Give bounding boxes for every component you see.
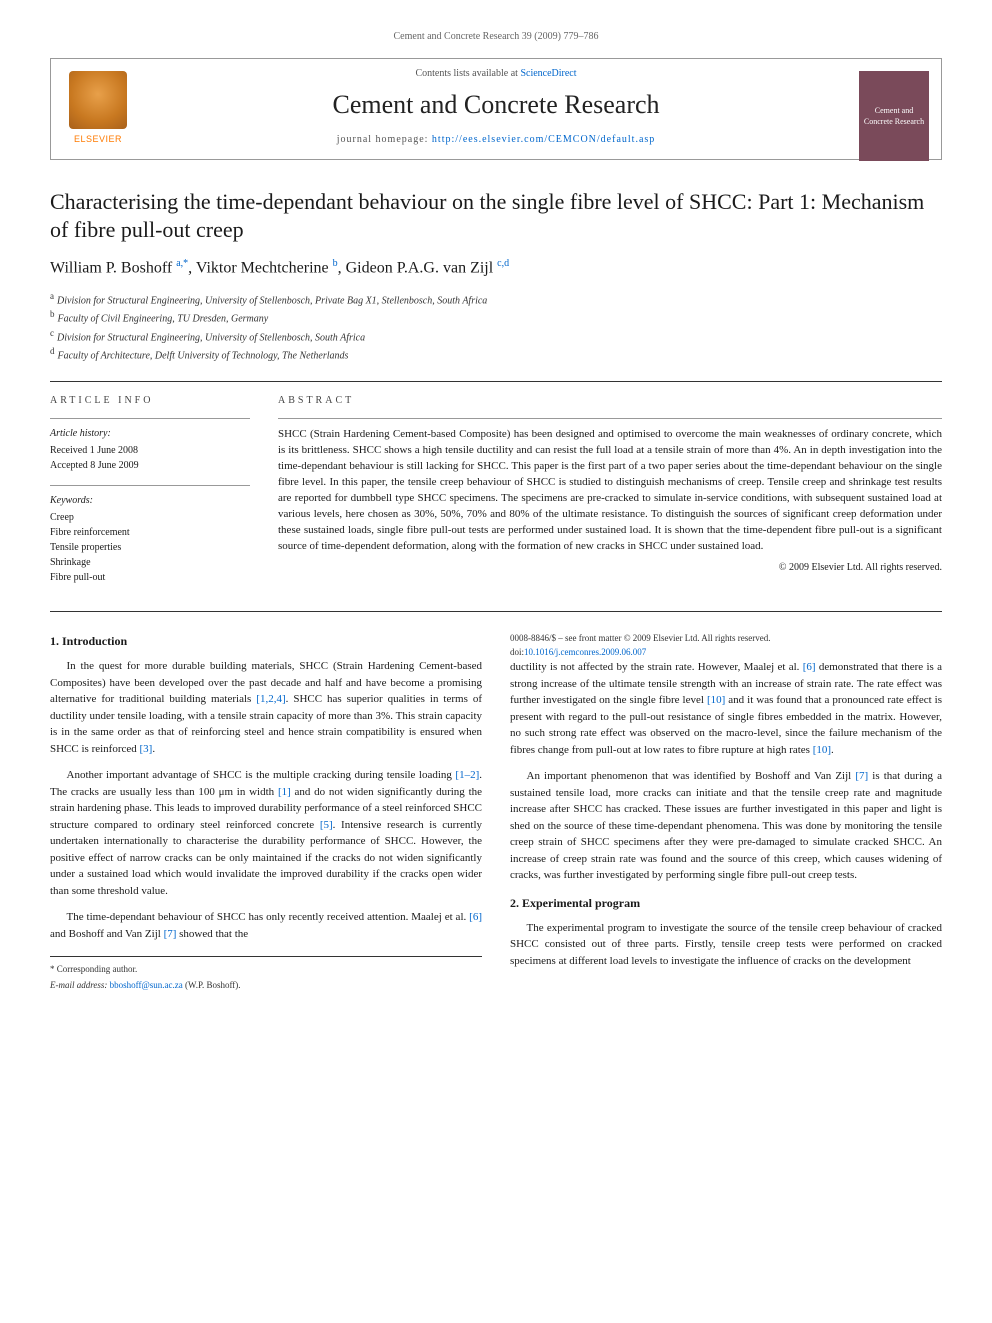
accepted-date: Accepted 8 June 2009 [50,458,250,473]
received-date: Received 1 June 2008 [50,443,250,458]
body-text: An important phenomenon that was identif… [527,770,856,782]
abstract-text: SHCC (Strain Hardening Cement-based Comp… [278,418,942,555]
body-text: is that during a sustained tensile load,… [510,770,942,881]
publisher-name: ELSEVIER [63,133,133,146]
article-info-column: ARTICLE INFO Article history: Received 1… [50,394,250,597]
affiliation-a: Division for Structural Engineering, Uni… [57,295,487,306]
citation-link[interactable]: [7] [164,928,177,940]
footer-meta: 0008-8846/$ – see front matter © 2009 El… [510,632,942,659]
affiliations: aDivision for Structural Engineering, Un… [50,290,942,363]
keyword-item: Creep [50,510,250,525]
sciencedirect-link[interactable]: ScienceDirect [520,68,576,79]
body-text: ductility is not affected by the strain … [510,661,803,673]
citation-link[interactable]: [10] [707,694,725,706]
citation-link[interactable]: [10] [813,744,831,756]
body-paragraph: Another important advantage of SHCC is t… [50,767,482,899]
author-1: William P. Boshoff [50,260,176,277]
doi-label: doi: [510,647,524,657]
keywords-label: Keywords: [50,494,250,508]
affiliation-c: Division for Structural Engineering, Uni… [57,332,365,343]
elsevier-logo: ELSEVIER [63,71,133,153]
body-paragraph: An important phenomenon that was identif… [510,768,942,884]
citation-link[interactable]: [1] [278,786,291,798]
author-3-affil-sup: c,d [497,258,509,269]
body-text: and Boshoff and Van Zijl [50,928,164,940]
article-info-label: ARTICLE INFO [50,394,250,408]
horizontal-rule [50,611,942,612]
journal-homepage-link[interactable]: http://ees.elsevier.com/CEMCON/default.a… [432,134,655,145]
body-paragraph: The experimental program to investigate … [510,920,942,970]
body-text: The time-dependant behaviour of SHCC has… [67,911,470,923]
abstract-copyright: © 2009 Elsevier Ltd. All rights reserved… [278,561,942,575]
contents-available-line: Contents lists available at ScienceDirec… [65,67,927,81]
citation-link[interactable]: [5] [320,819,333,831]
author-list: William P. Boshoff a,*, Viktor Mechtcher… [50,257,942,280]
article-title: Characterising the time-dependant behavi… [50,188,942,243]
body-text: . [831,744,834,756]
article-history-label: Article history: [50,427,250,441]
email-label: E-mail address: [50,980,110,990]
running-header: Cement and Concrete Research 39 (2009) 7… [50,30,942,44]
citation-link[interactable]: [3] [140,743,153,755]
abstract-label: ABSTRACT [278,394,942,408]
citation-link[interactable]: [1–2] [455,769,479,781]
abstract-column: ABSTRACT SHCC (Strain Hardening Cement-b… [278,394,942,597]
journal-cover-text: Cement and Concrete Research [863,105,925,127]
body-paragraph: ductility is not affected by the strain … [510,659,942,758]
citation-link[interactable]: [1,2,4] [256,693,285,705]
affiliation-d: Faculty of Architecture, Delft Universit… [58,350,349,361]
citation-link[interactable]: [7] [855,770,868,782]
affiliation-b: Faculty of Civil Engineering, TU Dresden… [58,314,269,325]
body-text: showed that the [176,928,248,940]
corresponding-author-footnote: * Corresponding author. E-mail address: … [50,956,482,992]
section-1-heading: 1. Introduction [50,632,482,650]
journal-homepage-line: journal homepage: http://ees.elsevier.co… [65,133,927,147]
article-history-block: Article history: Received 1 June 2008 Ac… [50,418,250,473]
body-text: Another important advantage of SHCC is t… [67,769,456,781]
body-text: . [152,743,155,755]
corresponding-author-marker: * Corresponding author. [50,963,482,977]
keyword-item: Tensile properties [50,540,250,555]
homepage-prefix: journal homepage: [337,134,432,145]
info-abstract-row: ARTICLE INFO Article history: Received 1… [50,381,942,597]
doi-link[interactable]: 10.1016/j.cemconres.2009.06.007 [524,647,646,657]
citation-link[interactable]: [6] [469,911,482,923]
body-paragraph: The time-dependant behaviour of SHCC has… [50,909,482,942]
issn-copyright-line: 0008-8846/$ – see front matter © 2009 El… [510,632,942,646]
elsevier-tree-icon [69,71,127,129]
keyword-item: Shrinkage [50,555,250,570]
author-3: , Gideon P.A.G. van Zijl [338,260,498,277]
email-author-name: (W.P. Boshoff). [183,980,241,990]
journal-title: Cement and Concrete Research [65,87,927,123]
contents-prefix: Contents lists available at [415,68,520,79]
keyword-item: Fibre pull-out [50,570,250,585]
keyword-item: Fibre reinforcement [50,525,250,540]
section-2-heading: 2. Experimental program [510,894,942,912]
journal-header-box: ELSEVIER Cement and Concrete Research Co… [50,58,942,160]
body-paragraph: In the quest for more durable building m… [50,658,482,757]
author-2: , Viktor Mechtcherine [188,260,332,277]
journal-cover-thumbnail: Cement and Concrete Research [859,71,929,161]
citation-link[interactable]: [6] [803,661,816,673]
body-columns: 1. Introduction In the quest for more du… [50,632,942,992]
keywords-block: Keywords: Creep Fibre reinforcement Tens… [50,485,250,585]
author-email-link[interactable]: bboshoff@sun.ac.za [110,980,183,990]
